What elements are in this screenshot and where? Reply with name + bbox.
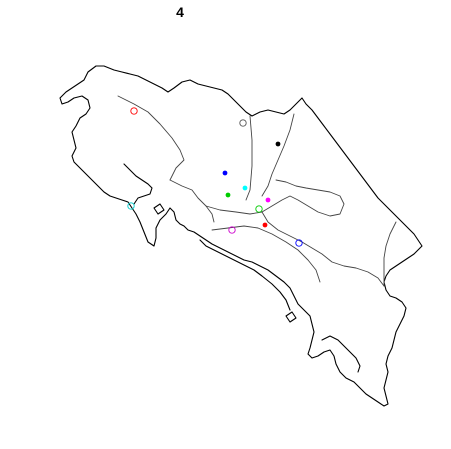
point-p6 [225,192,231,198]
border-puntarenas-south [211,225,321,283]
point-p3 [275,141,281,147]
point-p7 [265,197,271,203]
border-sanjose-cartago [205,179,345,217]
point-p10 [262,222,268,228]
point-p8 [255,205,263,213]
point-p4 [222,170,228,176]
peninsula-coast [199,239,291,311]
point-p11 [228,226,236,234]
border-limon-south [383,221,397,287]
province-borders [117,95,397,287]
border-guanacaste-alajuela [117,95,185,181]
point-p5 [242,185,248,191]
point-p2 [239,119,247,127]
plot-title: 4 [176,4,184,20]
border-puntarenas-north [169,179,215,223]
island-1 [285,311,297,323]
border-cartago-limon [261,211,385,287]
border-heredia-limon [261,113,295,197]
point-p12 [295,239,303,247]
point-markers [127,107,303,247]
island-2 [153,203,165,215]
border-alajuela-heredia [245,115,253,201]
point-p1 [130,107,138,115]
point-p9 [127,202,135,210]
country-map [59,65,423,407]
osa-coast [321,335,361,373]
coastline [59,65,423,407]
gulf-coast [123,163,153,205]
